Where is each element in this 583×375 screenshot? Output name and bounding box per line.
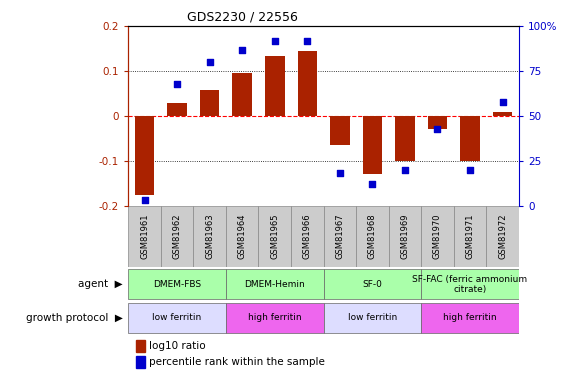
Point (270, 38, 279, 44)
Bar (395, 116, 415, 161)
Text: high ferritin: high ferritin (248, 314, 301, 322)
Text: GSM81965: GSM81965 (271, 214, 279, 260)
Text: growth protocol  ▶: growth protocol ▶ (26, 313, 122, 323)
Bar (128, 303, 226, 333)
Text: low ferritin: low ferritin (348, 314, 397, 322)
Bar (297, 51, 317, 116)
Bar (128, 269, 226, 300)
Text: GSM81964: GSM81964 (238, 214, 247, 260)
Bar (330, 116, 350, 145)
Bar (161, 206, 194, 267)
Bar (226, 269, 324, 300)
Bar (421, 206, 454, 267)
Bar (167, 102, 187, 116)
Bar (486, 206, 519, 267)
Text: GSM81963: GSM81963 (205, 214, 214, 260)
Point (433, 126, 442, 132)
Point (401, 167, 410, 173)
Bar (136, 356, 145, 368)
Text: agent  ▶: agent ▶ (78, 279, 122, 289)
Point (368, 181, 377, 187)
Point (465, 167, 475, 173)
Text: DMEM-Hemin: DMEM-Hemin (244, 280, 305, 289)
Text: low ferritin: low ferritin (153, 314, 202, 322)
Bar (194, 206, 226, 267)
Bar (493, 111, 512, 116)
Bar (265, 56, 285, 116)
Text: GSM81967: GSM81967 (335, 214, 345, 260)
Bar (324, 269, 421, 300)
Point (335, 171, 345, 177)
Point (498, 99, 507, 105)
Bar (200, 90, 219, 116)
Point (140, 197, 149, 203)
Bar (389, 206, 421, 267)
Bar (136, 339, 145, 352)
Bar (421, 303, 519, 333)
Bar (291, 206, 324, 267)
Bar (460, 116, 480, 161)
Text: percentile rank within the sample: percentile rank within the sample (149, 357, 325, 367)
Text: GSM81961: GSM81961 (140, 214, 149, 260)
Text: GSM81971: GSM81971 (466, 214, 475, 260)
Bar (356, 206, 389, 267)
Bar (324, 206, 356, 267)
Bar (135, 116, 154, 195)
Text: GSM81969: GSM81969 (401, 214, 409, 260)
Text: high ferritin: high ferritin (443, 314, 497, 322)
Point (173, 81, 182, 87)
Text: GSM81966: GSM81966 (303, 214, 312, 260)
Text: GDS2230 / 22556: GDS2230 / 22556 (187, 11, 298, 24)
Bar (258, 206, 291, 267)
Point (205, 59, 215, 65)
Bar (226, 303, 324, 333)
Bar (363, 116, 382, 174)
Text: GSM81970: GSM81970 (433, 214, 442, 260)
Bar (226, 206, 258, 267)
Bar (428, 116, 447, 129)
Point (237, 46, 247, 53)
Bar (128, 206, 161, 267)
Bar (233, 74, 252, 116)
Text: GSM81972: GSM81972 (498, 214, 507, 260)
Text: DMEM-FBS: DMEM-FBS (153, 280, 201, 289)
Bar (454, 206, 486, 267)
Bar (421, 269, 519, 300)
Text: GSM81962: GSM81962 (173, 214, 181, 260)
Text: log10 ratio: log10 ratio (149, 341, 205, 351)
Text: GSM81968: GSM81968 (368, 214, 377, 260)
Bar (324, 303, 421, 333)
Text: SF-FAC (ferric ammonium
citrate): SF-FAC (ferric ammonium citrate) (413, 274, 528, 294)
Point (303, 38, 312, 44)
Text: SF-0: SF-0 (363, 280, 382, 289)
